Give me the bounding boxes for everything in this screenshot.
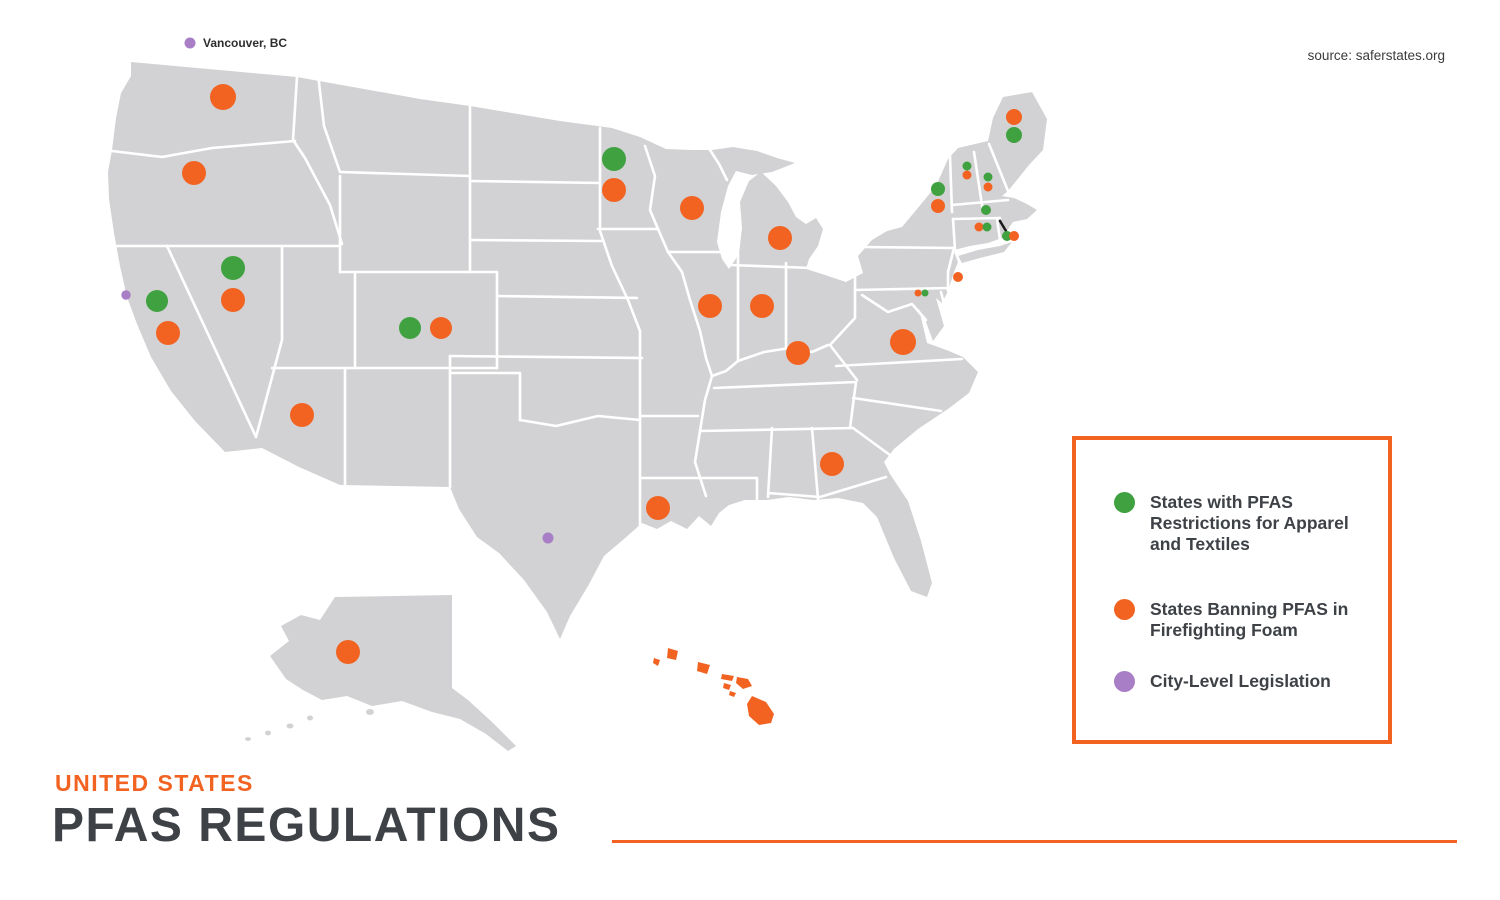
illinois-foam-marker [698,294,722,318]
source-text: source: saferstates.org [1307,48,1445,63]
new-hampshire-foam-marker [983,182,993,192]
connecticut-foam-marker [974,222,984,232]
oregon-foam-marker [182,161,206,185]
colorado-apparel-marker [399,317,421,339]
title-rule [612,840,1457,843]
vancouver-city-marker [184,37,196,49]
connecticut-apparel-marker [982,222,992,232]
wisconsin-foam-marker [680,196,704,220]
title-kicker: UNITED STATES [55,770,254,796]
city-legend-dot [1114,671,1135,692]
legend-label-apparel: States with PFAS Restrictions for Appare… [1150,492,1349,554]
vermont-apparel-marker [962,161,972,171]
apparel-legend-dot [1114,492,1135,513]
foam-legend-dot [1114,599,1135,620]
minnesota-foam-marker [602,178,626,202]
kentucky-foam-marker [786,341,810,365]
vancouver-label: Vancouver, BC [203,36,288,50]
maine-apparel-marker [1006,127,1022,143]
california-city-marker [121,290,131,300]
maryland-apparel-marker [921,289,929,297]
aleutian-islands [245,709,374,741]
map-markers [121,37,1022,664]
legend-item-apparel: States with PFAS Restrictions for Appare… [1114,492,1370,555]
minnesota-apparel-marker [602,147,626,171]
virginia-foam-marker [890,329,916,355]
colorado-foam-marker [430,317,452,339]
new-york-apparel-marker [931,182,945,196]
rhode-island-callout-line [998,219,1008,233]
state-borders [110,72,1010,549]
legend-item-foam: States Banning PFAS in Firefighting Foam [1114,599,1370,641]
rhode-island-foam-marker [1009,231,1019,241]
indiana-foam-marker [750,294,774,318]
legend-label-city: City-Level Legislation [1150,671,1331,691]
nevada-foam-marker [221,288,245,312]
california-foam-marker [156,321,180,345]
maine-foam-marker [1006,109,1022,125]
nevada-apparel-marker [221,256,245,280]
massachusetts-apparel-marker [981,205,991,215]
new-jersey-foam-marker [953,272,963,282]
legend: States with PFAS Restrictions for Appare… [1072,436,1392,744]
maryland-foam-marker [914,289,922,297]
state-alaska [270,595,516,751]
arizona-foam-marker [290,403,314,427]
page-title: PFAS REGULATIONS [52,799,561,852]
lower48-silhouette [108,62,1047,639]
vermont-foam-marker [962,170,972,180]
alaska-foam-marker [336,640,360,664]
washington-foam-marker [210,84,236,110]
new-hampshire-apparel-marker [983,172,993,182]
legend-label-foam: States Banning PFAS in Firefighting Foam [1150,599,1349,640]
louisiana-foam-marker [646,496,670,520]
legend-item-city: City-Level Legislation [1114,671,1370,692]
new-york-foam-marker [931,199,945,213]
texas-city-marker [542,532,554,544]
rhode-island-apparel-marker [1002,231,1012,241]
michigan-foam-marker [768,226,792,250]
long-island [958,242,1012,263]
georgia-foam-marker [820,452,844,476]
california-apparel-marker [146,290,168,312]
state-hawaii [653,648,774,725]
